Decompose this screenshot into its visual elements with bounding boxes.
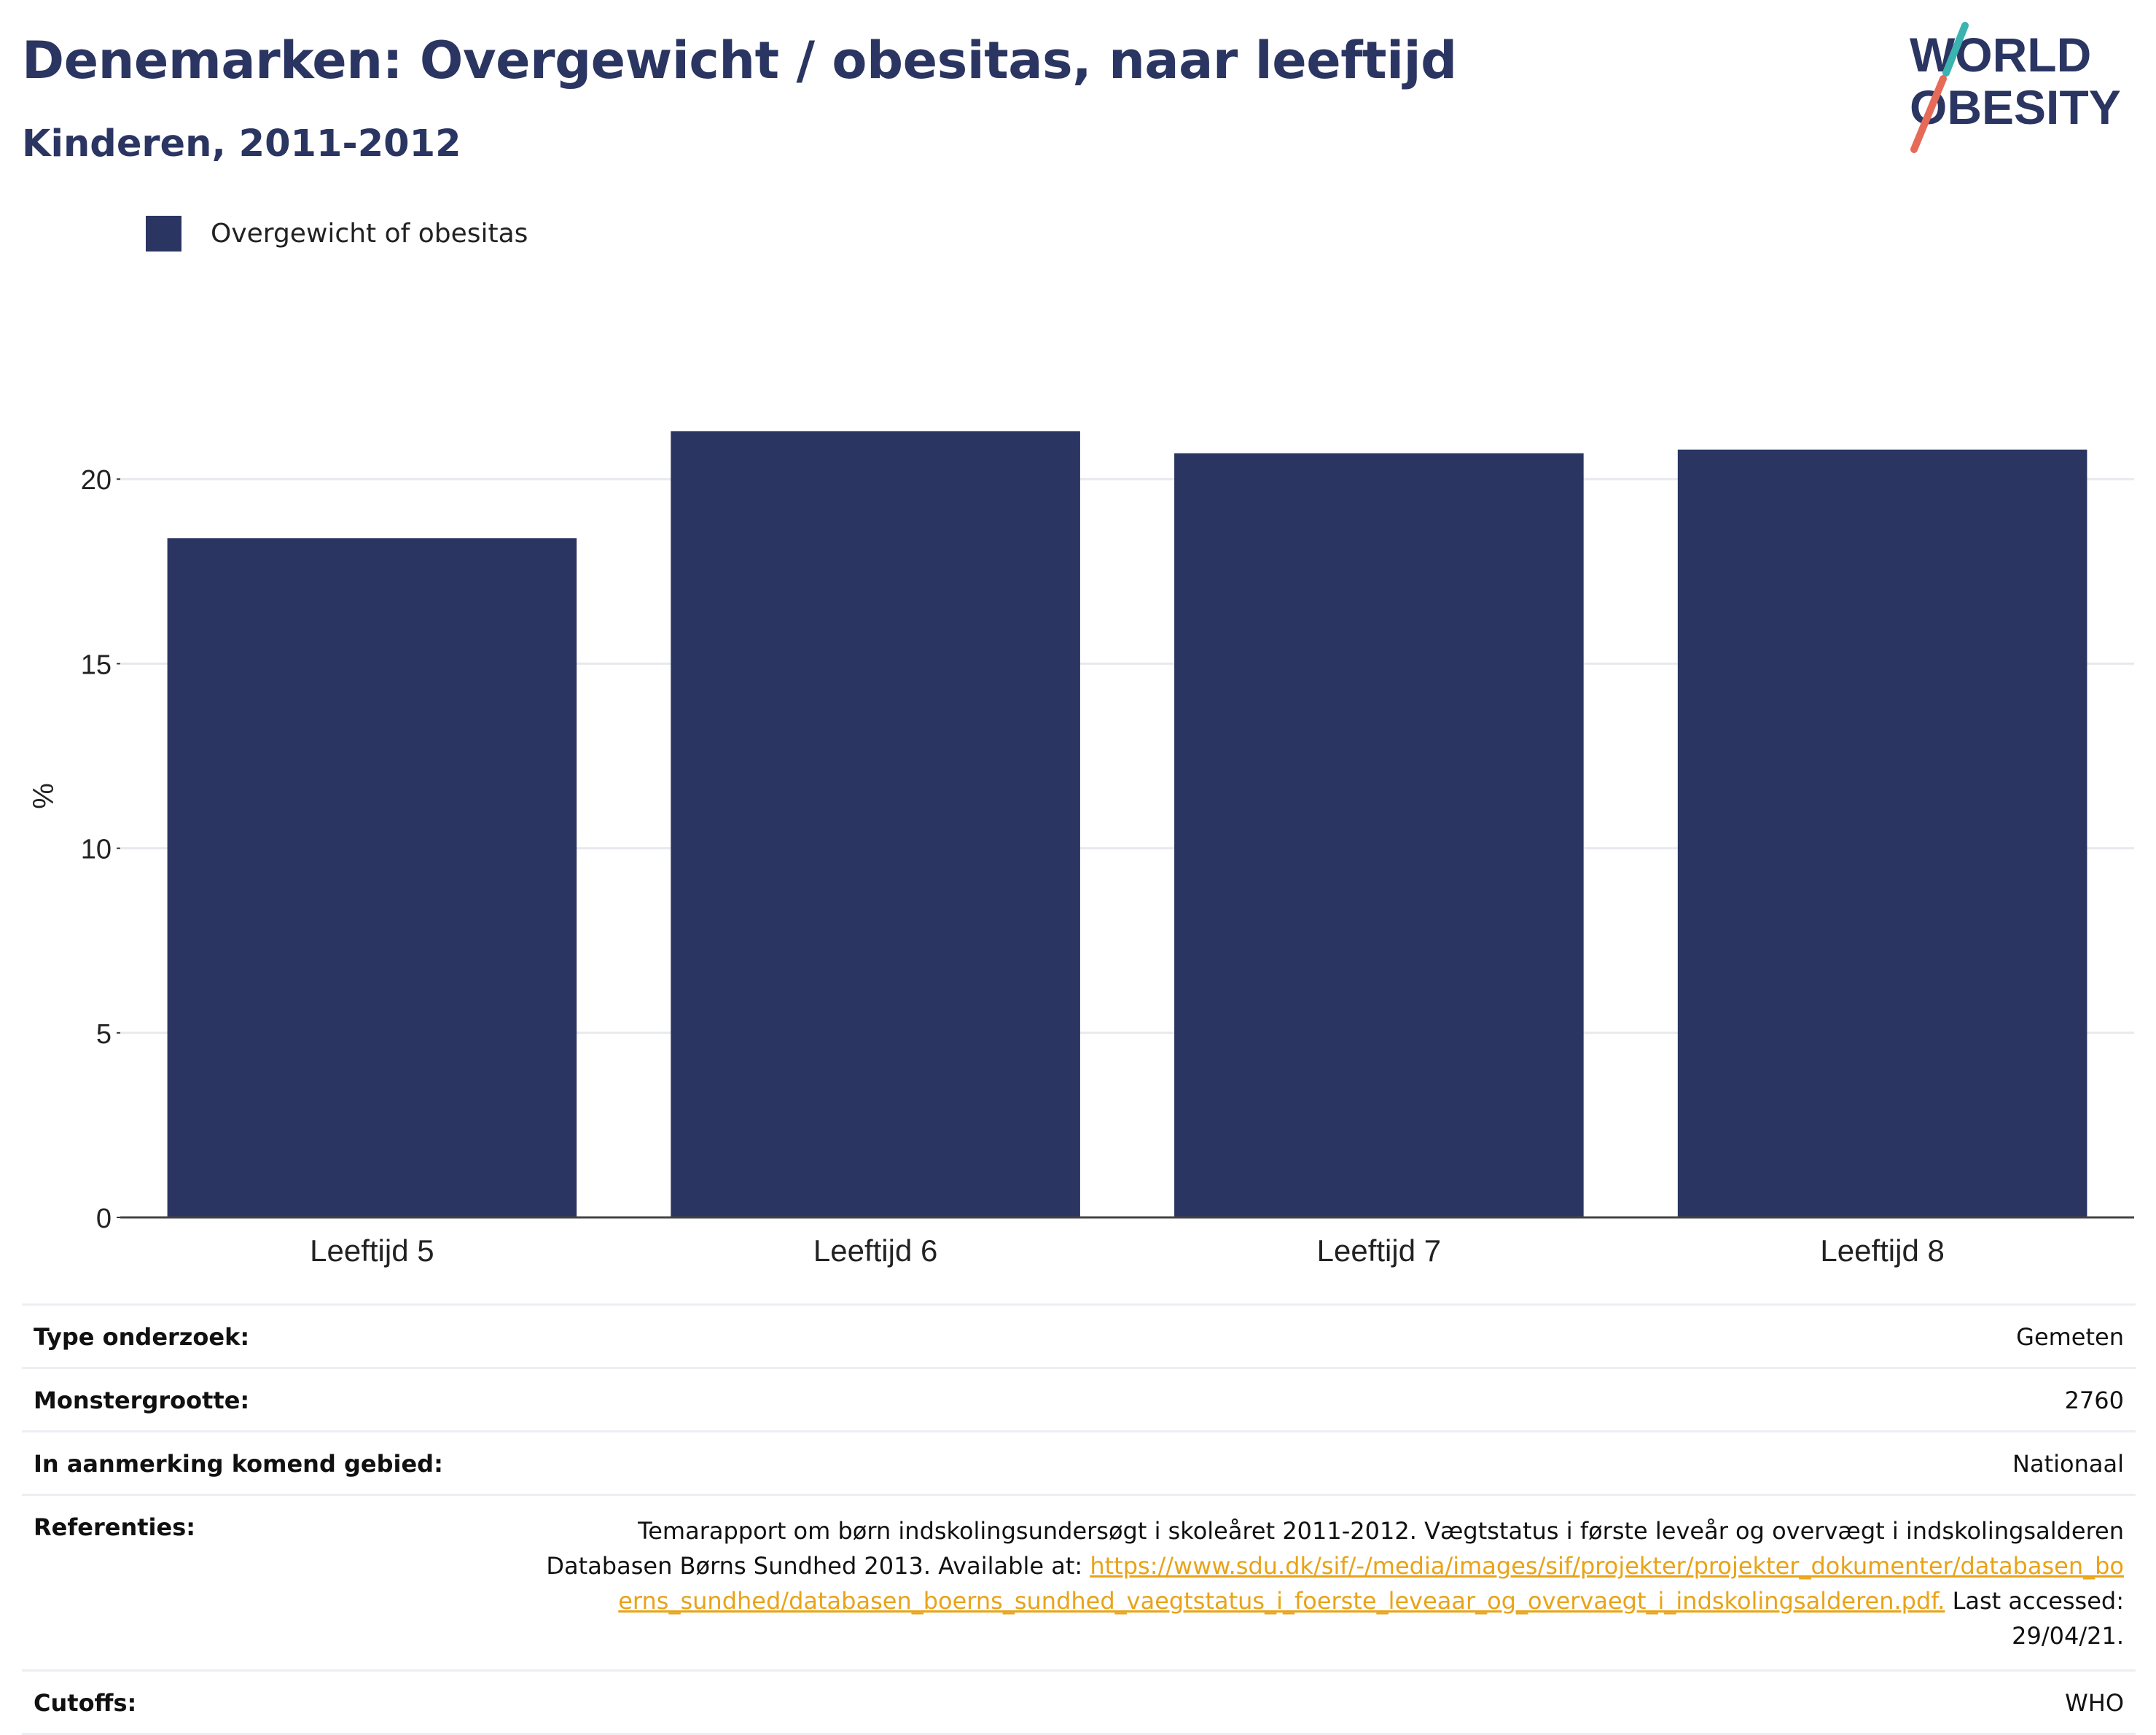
bar-layer <box>167 431 2087 1217</box>
axis-layer: 0 5 10 15 20 Leeftijd 5 Leeftijd 6 Leeftijd 7 Le… <box>81 465 2134 1268</box>
chart-legend[interactable]: Overgewicht of obesitas <box>146 216 528 252</box>
y-tick-label: 10 <box>81 835 112 865</box>
bar[interactable] <box>671 431 1080 1217</box>
reference-accessed: Last accessed: 29/04/21. <box>1945 1587 2124 1650</box>
sample-size-row: Monstergrootte: 2760 <box>22 1367 2136 1430</box>
chart-subtitle: Kinderen, 2011-2012 <box>22 122 461 165</box>
metadata-table: Type onderzoek: Gemeten Monstergrootte: … <box>22 1303 2136 1735</box>
sample-size-label: Monstergrootte: <box>34 1387 250 1414</box>
bar-chart: 0 5 10 15 20 Leeftijd 5 Leeftijd 6 Leeftijd 7 Le… <box>28 431 2134 1268</box>
logo-text-obesity: OBESITY <box>1910 80 2121 134</box>
y-tick-label: 0 <box>96 1204 112 1234</box>
survey-type-value: Gemeten <box>2016 1323 2124 1351</box>
survey-type-label: Type onderzoek: <box>34 1323 250 1351</box>
references-row: Referenties: Temarapport om børn indskol… <box>22 1494 2136 1669</box>
survey-type-row: Type onderzoek: Gemeten <box>22 1303 2136 1367</box>
bar[interactable] <box>1174 453 1584 1217</box>
y-tick-label: 5 <box>96 1019 112 1050</box>
x-tick-label: Leeftijd 7 <box>1317 1233 1441 1268</box>
world-obesity-logo: WORLD OBESITY <box>1910 22 2121 153</box>
cutoffs-label: Cutoffs: <box>34 1689 137 1717</box>
x-tick-label: Leeftijd 6 <box>813 1233 937 1268</box>
references-label: Referenties: <box>34 1513 196 1541</box>
y-axis-label: % <box>28 783 60 809</box>
y-tick-label: 15 <box>81 650 112 680</box>
area-label: In aanmerking komend gebied: <box>34 1450 443 1478</box>
cutoffs-value: WHO <box>2065 1689 2124 1717</box>
x-tick-label: Leeftijd 5 <box>310 1233 434 1268</box>
y-tick-label: 20 <box>81 465 112 496</box>
chart-title: Denemarken: Overgewicht / obesitas, naar… <box>22 31 1457 90</box>
sample-size-value: 2760 <box>2064 1387 2124 1414</box>
area-value: Nationaal <box>2012 1450 2124 1478</box>
references-value: Temarapport om børn indskolingsundersøgt… <box>535 1513 2124 1653</box>
area-row: In aanmerking komend gebied: Nationaal <box>22 1430 2136 1494</box>
legend-label: Overgewicht of obesitas <box>211 219 528 249</box>
cutoffs-row: Cutoffs: WHO <box>22 1669 2136 1735</box>
legend-swatch <box>146 216 181 252</box>
logo-slash-top <box>1942 22 1969 77</box>
logo-slash-bottom <box>1910 75 1947 153</box>
x-tick-label: Leeftijd 8 <box>1820 1233 1944 1268</box>
reference-link[interactable]: https://www.sdu.dk/sif/-/media/images/si… <box>618 1552 2124 1615</box>
bar[interactable] <box>1677 449 2087 1217</box>
bar[interactable] <box>167 538 577 1217</box>
logo-text-world: WORLD <box>1910 28 2091 82</box>
reference-text: Temarapport om børn indskolingsundersøgt… <box>546 1517 2124 1580</box>
